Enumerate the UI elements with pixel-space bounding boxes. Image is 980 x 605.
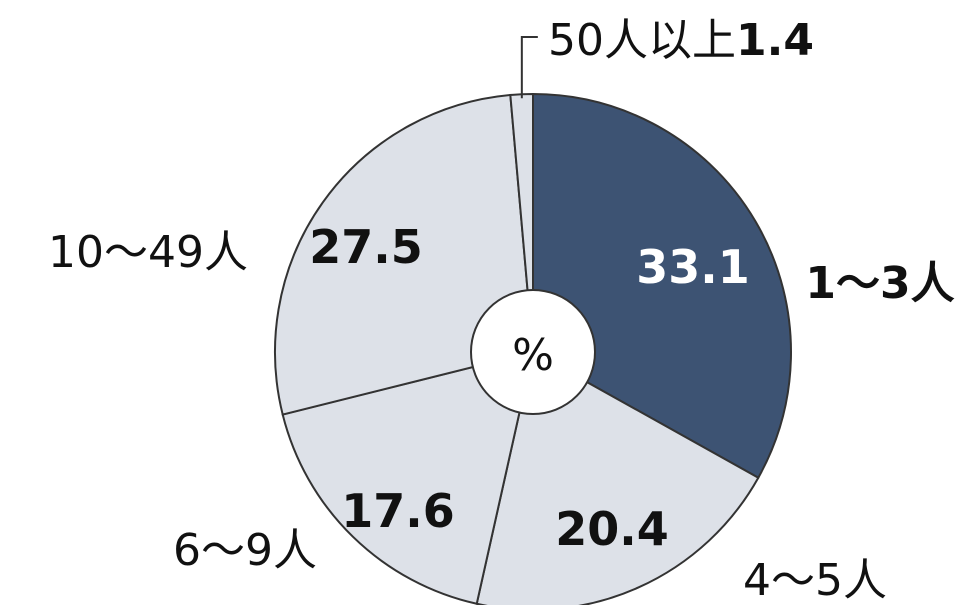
- slice-category-label: 10～49人: [48, 227, 248, 278]
- small-slice-value: 1.4: [736, 15, 814, 66]
- pie-slices: [274, 92, 792, 605]
- small-slice-callout: [520, 36, 538, 99]
- small-slice-category: 50人以上: [548, 15, 736, 66]
- slice-category-label: 50人以上1.4: [548, 15, 814, 66]
- pie-slice: [274, 93, 535, 416]
- center-unit-label: %: [512, 330, 554, 381]
- slice-value-label: 27.5: [309, 220, 423, 274]
- slice-value-label: 17.6: [341, 484, 455, 538]
- slice-value-label: 33.1: [636, 240, 750, 294]
- slice-category-label: 6～9人: [173, 525, 317, 576]
- pie-labels: 33.1 1～3人 20.4 4～5人 17.6 6～9人 27.5 10～49人 50人以上1…: [48, 15, 955, 605]
- pie-slice: [532, 92, 792, 480]
- slice-category-label: 4～5人: [743, 555, 887, 605]
- center-hole: [470, 289, 596, 415]
- slice-value-label: 20.4: [555, 502, 669, 556]
- callout-leader-line: [520, 36, 538, 99]
- pie-slice: [475, 350, 760, 605]
- pie-slice: [281, 350, 535, 605]
- slice-category-label: 1～3人: [805, 258, 954, 309]
